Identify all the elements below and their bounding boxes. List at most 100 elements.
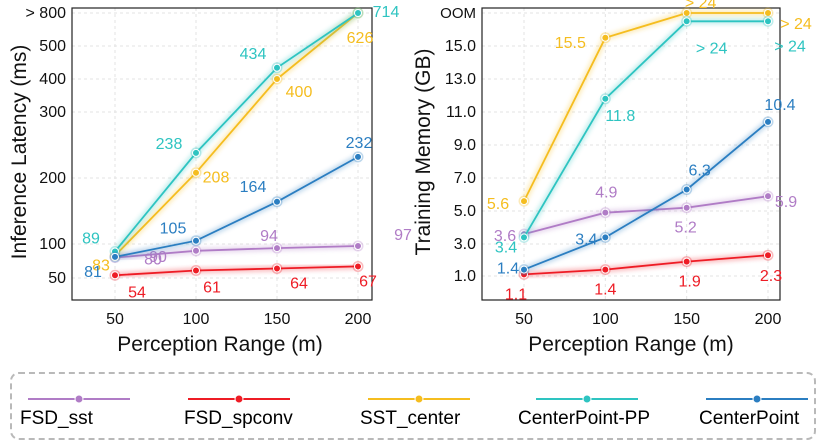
data-point-centerpoint-pp xyxy=(354,9,362,17)
data-label-sst-center: 83 xyxy=(92,258,110,275)
data-label-centerpoint: 232 xyxy=(346,135,373,152)
data-label-fsd-spconv: 1.1 xyxy=(505,286,527,303)
legend-line-icon xyxy=(28,394,130,404)
data-point-fsd-spconv xyxy=(192,266,200,275)
x-tick-label: 50 xyxy=(515,311,533,328)
data-point-centerpoint xyxy=(520,265,528,274)
data-point-fsd-sst xyxy=(354,242,362,251)
data-point-sst-center xyxy=(764,9,772,17)
data-point-centerpoint-pp xyxy=(764,17,772,26)
data-point-fsd-sst xyxy=(682,203,691,212)
data-point-sst-center xyxy=(682,9,691,17)
data-point-centerpoint-pp xyxy=(192,148,200,157)
data-label-centerpoint: 1.4 xyxy=(497,261,519,278)
data-label-centerpoint-pp: 89 xyxy=(82,230,100,247)
data-point-centerpoint xyxy=(111,252,119,261)
y-tick-label: 13.0 xyxy=(445,71,476,88)
y-tick-label: 400 xyxy=(39,71,66,88)
data-label-sst-center: > 24 xyxy=(685,0,717,12)
data-label-centerpoint: 6.3 xyxy=(689,163,711,180)
y-tick-label: 100 xyxy=(39,236,66,253)
legend-label: CenterPoint-PP xyxy=(518,408,651,429)
data-label-sst-center: > 24 xyxy=(780,16,812,33)
x-tick-label: 100 xyxy=(183,311,210,328)
data-label-centerpoint-pp: > 24 xyxy=(696,40,728,57)
data-label-centerpoint-pp: > 24 xyxy=(774,38,806,55)
data-label-centerpoint-pp: 434 xyxy=(240,46,267,63)
legend-label: CenterPoint xyxy=(699,408,800,429)
y-tick-label: 5.0 xyxy=(454,203,476,220)
data-point-fsd-sst xyxy=(273,244,281,253)
y-tick-label: 50 xyxy=(48,270,66,287)
series-line-sst-center xyxy=(523,12,768,202)
legend-line-icon xyxy=(368,394,470,404)
data-point-centerpoint-pp xyxy=(682,17,691,26)
series-line-sst-center xyxy=(114,12,359,257)
data-label-fsd-spconv: 64 xyxy=(290,275,308,292)
series-line-centerpoint xyxy=(114,156,359,258)
x-tick-label: 150 xyxy=(264,311,291,328)
data-label-sst-center: 5.6 xyxy=(487,196,509,213)
y-axis-label: Inference Latency (ms) xyxy=(8,45,31,260)
data-point-sst-center xyxy=(601,33,610,42)
legend-line-icon xyxy=(536,394,638,404)
data-point-centerpoint xyxy=(273,197,281,206)
series-line-centerpoint-pp xyxy=(523,20,768,238)
data-point-sst-center xyxy=(273,75,281,83)
x-tick-label: 200 xyxy=(345,311,372,328)
data-label-centerpoint: 10.4 xyxy=(764,97,795,114)
data-label-centerpoint-pp: 11.8 xyxy=(605,108,635,125)
data-point-fsd-spconv xyxy=(111,271,119,280)
data-label-fsd-spconv: 54 xyxy=(128,284,146,301)
data-point-fsd-sst xyxy=(601,208,610,217)
figure: 50 100 200 300 400 500 > 800 50 100 150 200 Percept… xyxy=(8,0,812,356)
data-label-fsd-sst: 80 xyxy=(144,252,162,269)
data-label-fsd-sst: 3.6 xyxy=(494,228,516,245)
y-tick-label: 3.0 xyxy=(454,236,476,253)
x-tick-label: 100 xyxy=(592,311,619,328)
data-point-centerpoint-pp xyxy=(601,94,610,103)
data-point-fsd-spconv xyxy=(273,264,281,273)
data-point-centerpoint xyxy=(682,185,691,194)
data-label-centerpoint: 3.4 xyxy=(575,231,597,248)
y-tick-label: 300 xyxy=(39,104,66,121)
data-label-fsd-sst: 94 xyxy=(260,228,278,245)
data-point-centerpoint-pp xyxy=(273,63,281,72)
data-label-centerpoint: 164 xyxy=(240,179,267,196)
legend-label: FSD_spconv xyxy=(184,408,293,429)
series-line-fsd-sst xyxy=(114,245,359,259)
y-tick-label: OOM xyxy=(440,5,476,22)
data-point-centerpoint-pp xyxy=(520,233,528,242)
x-tick-label: 50 xyxy=(106,311,124,328)
x-tick-label: 150 xyxy=(673,311,700,328)
plot-frame xyxy=(71,7,373,301)
y-tick-label: 1.0 xyxy=(454,268,476,285)
data-label-centerpoint-pp: 238 xyxy=(156,136,183,153)
data-point-sst-center xyxy=(520,197,528,206)
data-label-sst-center: 626 xyxy=(347,30,374,47)
data-label-fsd-sst: 5.2 xyxy=(675,220,697,237)
x-axis-label: Perception Range (m) xyxy=(117,333,322,356)
data-label-sst-center: 15.5 xyxy=(555,35,586,52)
legend-label: SST_center xyxy=(360,408,461,429)
data-label-centerpoint: 105 xyxy=(160,221,187,238)
data-point-sst-center xyxy=(192,168,200,177)
data-label-fsd-spconv: 1.9 xyxy=(679,274,701,291)
series-line-fsd-spconv xyxy=(523,254,769,276)
data-label-fsd-spconv: 61 xyxy=(203,280,221,297)
data-point-fsd-spconv xyxy=(764,251,772,260)
data-label-centerpoint: 81 xyxy=(84,264,102,281)
data-label-sst-center: 208 xyxy=(203,170,230,187)
data-label-centerpoint-pp: 3.4 xyxy=(495,239,517,256)
plot-frame xyxy=(481,7,781,301)
data-point-centerpoint xyxy=(192,236,200,245)
data-point-centerpoint xyxy=(601,233,610,242)
y-tick-label: > 800 xyxy=(26,5,67,22)
y-tick-label: 200 xyxy=(39,170,66,187)
data-point-centerpoint xyxy=(354,152,362,161)
series-line-centerpoint xyxy=(523,121,769,271)
legend-label: FSD_sst xyxy=(20,408,93,429)
data-label-fsd-sst: 4.9 xyxy=(595,185,617,202)
series-glow-centerpoint xyxy=(522,119,770,273)
legend: FSD_sst FSD_spconv SST_center CenterPoin… xyxy=(10,372,816,440)
